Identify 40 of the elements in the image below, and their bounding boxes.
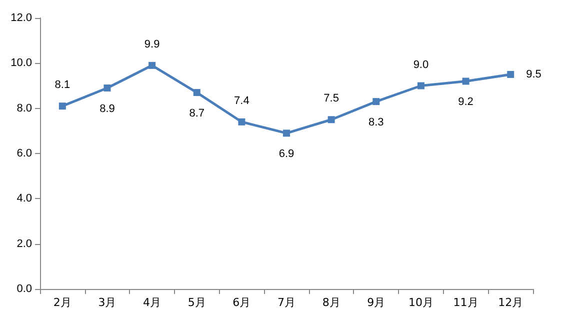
text: 8.9 [100, 103, 115, 116]
text: 8.1 [54, 79, 70, 92]
x-tick-label: 5月 [188, 296, 206, 309]
point [58, 102, 66, 110]
x-tick-label: 11月 [453, 296, 478, 309]
point [283, 130, 290, 137]
x-tick-label: 7月 [278, 296, 296, 309]
x-tick-label: 2月 [53, 296, 72, 309]
point [372, 98, 380, 106]
text: 8.3 [368, 116, 384, 129]
text: 8.7 [189, 108, 205, 120]
x-tick-label: 10月 [408, 296, 434, 309]
text: 9.0 [413, 58, 429, 71]
y-tick-label: 6.0 [16, 148, 32, 160]
point [462, 78, 470, 85]
text: 7.4 [234, 94, 250, 107]
point [104, 84, 111, 92]
text: 9.2 [458, 96, 474, 108]
x-tick-label: 8月 [322, 296, 340, 309]
x-tick-label: 6月 [232, 296, 251, 309]
y-tick-label: 2.0 [16, 238, 32, 250]
y-tick-label: 8.0 [16, 102, 32, 114]
point [148, 62, 156, 69]
point [193, 89, 200, 96]
x-tick-label: 12月 [498, 296, 524, 309]
text: 7.5 [324, 92, 339, 105]
text: 9.9 [144, 38, 160, 50]
x-tick-label: 3月 [98, 296, 116, 309]
x-tick-label: 4月 [143, 296, 162, 309]
y-tick-label: 0.0 [16, 283, 32, 295]
text: 6.9 [278, 148, 294, 160]
point [328, 116, 335, 124]
point [417, 82, 424, 90]
text: 9.5 [526, 68, 542, 80]
y-tick-label: 10.0 [10, 57, 32, 70]
y-tick-label: 12.0 [10, 12, 32, 24]
x-tick-label: 9月 [367, 296, 386, 309]
point [507, 70, 514, 78]
point [238, 118, 246, 126]
y-tick-label: 4.0 [16, 192, 32, 205]
